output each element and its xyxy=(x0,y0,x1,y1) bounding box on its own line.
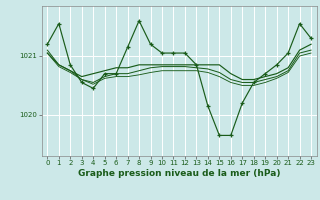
X-axis label: Graphe pression niveau de la mer (hPa): Graphe pression niveau de la mer (hPa) xyxy=(78,169,280,178)
